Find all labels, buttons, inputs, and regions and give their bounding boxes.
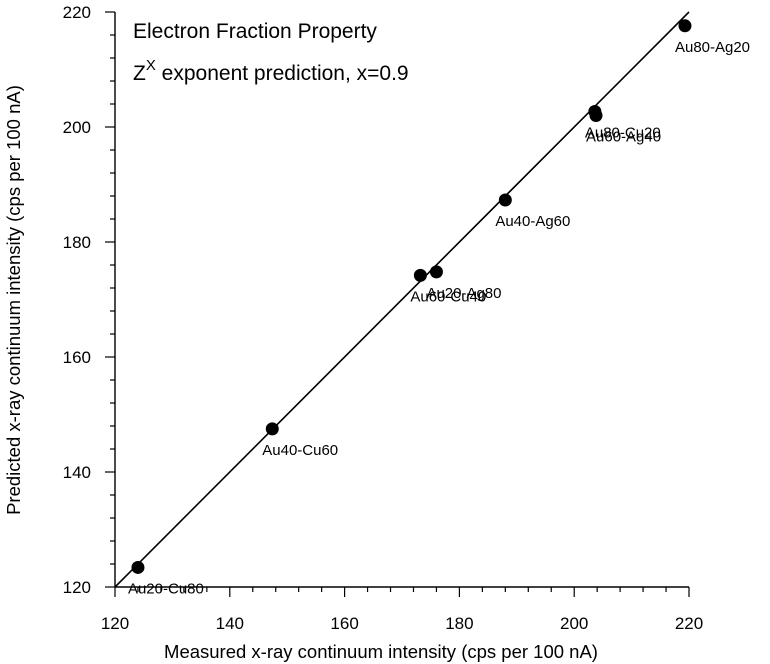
reference-line-y-equals-x xyxy=(114,11,690,588)
subtitle-base: Z xyxy=(133,62,146,85)
y-tick-label: 220 xyxy=(63,3,91,22)
data-points xyxy=(131,19,692,574)
y-tick-label: 120 xyxy=(63,578,91,597)
x-tick-label: 180 xyxy=(445,614,473,633)
x-tick-label: 220 xyxy=(675,614,703,633)
y-axis-label: Predicted x-ray continuum intensity (cps… xyxy=(3,85,24,515)
data-point-label: Au40-Cu60 xyxy=(262,442,338,459)
x-tick-label: 200 xyxy=(560,614,588,633)
y-tick-label: 140 xyxy=(63,463,91,482)
data-point xyxy=(589,109,603,122)
x-tick-label: 140 xyxy=(216,614,244,633)
data-point xyxy=(413,268,427,282)
x-tick-label: 160 xyxy=(330,614,358,633)
data-point xyxy=(498,193,512,207)
y-tick-label: 180 xyxy=(63,233,91,252)
y-tick-label: 200 xyxy=(63,118,91,137)
x-axis-label: Measured x-ray continuum intensity (cps … xyxy=(164,641,598,662)
data-point-label: Au60-Cu40 xyxy=(410,288,486,305)
data-point xyxy=(678,19,692,33)
data-point xyxy=(131,560,145,574)
x-tick-label: 120 xyxy=(101,614,129,633)
subtitle-text: exponent prediction, x=0.9 xyxy=(156,62,409,85)
data-point-label: Au40-Ag60 xyxy=(495,213,570,230)
y-tick-label: 160 xyxy=(63,348,91,367)
chart-title: Electron Fraction Property xyxy=(133,20,377,43)
data-point xyxy=(265,422,279,436)
data-point-label: Au60-Ag40 xyxy=(586,129,661,146)
subtitle-superscript: X xyxy=(146,57,156,74)
data-point-label: Au80-Ag20 xyxy=(675,39,750,56)
data-point-label: Au20-Cu80 xyxy=(128,580,204,597)
data-point xyxy=(429,265,443,279)
data-point-label: Au20-Ag80 xyxy=(426,285,501,302)
axes: 120 140 160 180 200 220 120 140 160 180 200 220 xyxy=(63,3,704,633)
data-point-label: Au80-Cu20 xyxy=(585,124,661,141)
chart-subtitle: ZX exponent prediction, x=0.9 xyxy=(133,57,409,85)
